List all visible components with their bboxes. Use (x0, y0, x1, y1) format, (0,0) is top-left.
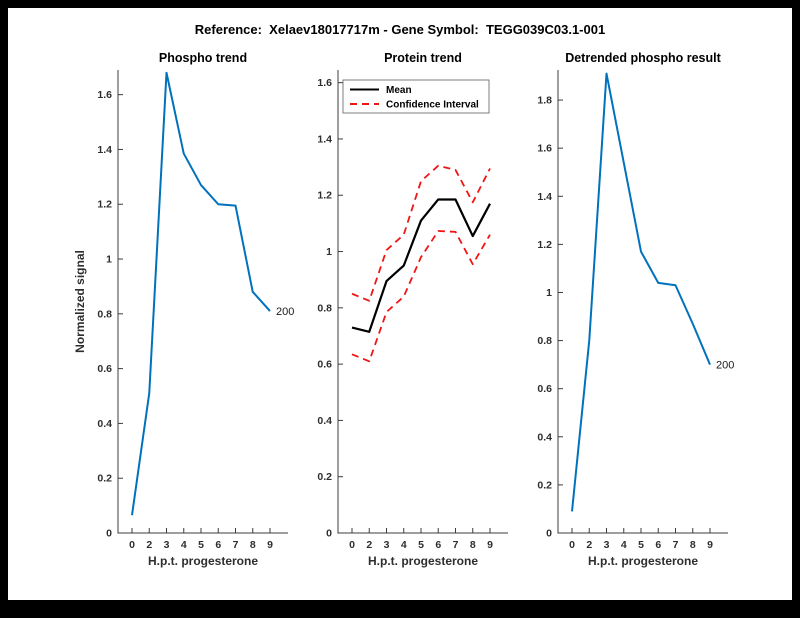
series-line-phospho-signal (131, 71, 271, 516)
y-tick-label: 1.6 (317, 77, 332, 89)
axes-frame (337, 70, 508, 534)
series-line-detrended-phospho-signal (571, 72, 711, 512)
subplot-detrended-phospho-result: 00.20.40.60.811.21.41.61.80 2 3 4 5 6 7 8 9200De… (537, 51, 734, 568)
y-tick-label: 1.2 (97, 199, 112, 211)
x-tick-label: 5 (198, 539, 204, 551)
subplot-protein-trend: 00.20.40.60.811.21.41.60 2 3 4 5 6 7 8 9Protein … (317, 51, 508, 568)
y-axis-title: Normalized signal (73, 250, 87, 353)
x-tick-label: 0 (569, 539, 575, 551)
y-tick-label: 0.4 (317, 415, 332, 427)
x-tick-label: 3 (384, 539, 390, 551)
y-tick-label: 0.2 (317, 471, 332, 483)
x-axis-title: H.p.t. progesterone (148, 554, 258, 568)
y-tick-label: 1 (106, 254, 112, 266)
x-tick-label: 7 (673, 539, 679, 551)
x-tick-label: 6 (435, 539, 441, 551)
end-label: 200 (716, 360, 734, 372)
y-tick-label: 0 (106, 528, 112, 540)
x-axis-title: H.p.t. progesterone (588, 554, 698, 568)
legend-box (342, 79, 490, 114)
subplot-title: Phospho trend (159, 51, 247, 65)
series-line-confidence-interval-upper (351, 164, 491, 302)
x-tick-label: 6 (655, 539, 661, 551)
y-tick-label: 0.6 (317, 359, 332, 371)
y-tick-label: 0.4 (97, 418, 112, 430)
series-line-mean (351, 198, 491, 333)
x-tick-label: 3 (604, 539, 610, 551)
legend-label-confidence-interval: Confidence Interval (386, 100, 479, 111)
x-tick-label: 4 (621, 539, 627, 551)
y-tick-label: 0.8 (537, 335, 552, 347)
x-tick-label: 2 (146, 539, 152, 551)
x-axis-title: H.p.t. progesterone (368, 554, 478, 568)
subplot-title: Detrended phospho result (565, 51, 721, 65)
x-tick-label: 0 (129, 539, 135, 551)
y-tick-label: 1.6 (537, 143, 552, 155)
x-tick-label: 0 (349, 539, 355, 551)
x-tick-label: 3 (164, 539, 170, 551)
y-tick-label: 0.8 (97, 308, 112, 320)
y-tick-label: 0 (326, 528, 332, 540)
x-tick-label: 4 (181, 539, 187, 551)
end-label: 200 (276, 306, 294, 318)
y-tick-label: 0 (546, 528, 552, 540)
y-tick-label: 0.2 (97, 473, 112, 485)
x-tick-label: 9 (267, 539, 273, 551)
y-tick-label: 1 (546, 287, 552, 299)
plots-svg: 00.20.40.60.811.21.41.60 2 3 4 5 6 7 8 9200Phosp… (73, 51, 734, 568)
legend-label-mean: Mean (386, 85, 412, 96)
y-tick-label: 1.6 (97, 89, 112, 101)
y-tick-label: 1.2 (537, 239, 552, 251)
x-tick-label: 4 (401, 539, 407, 551)
y-tick-label: 1.2 (317, 190, 332, 202)
y-tick-label: 0.2 (537, 479, 552, 491)
subplot-title: Protein trend (384, 51, 462, 65)
x-tick-label: 7 (233, 539, 239, 551)
subplot-phospho-trend: 00.20.40.60.811.21.41.60 2 3 4 5 6 7 8 9200Phosp… (73, 51, 294, 568)
x-tick-label: 5 (638, 539, 644, 551)
x-tick-label: 2 (366, 539, 372, 551)
y-tick-label: 0.6 (97, 363, 112, 375)
y-tick-label: 1.4 (97, 144, 112, 156)
y-tick-label: 0.8 (317, 302, 332, 314)
x-tick-label: 8 (470, 539, 476, 551)
y-tick-label: 0.6 (537, 383, 552, 395)
axes-frame (557, 70, 728, 534)
x-tick-label: 9 (707, 539, 713, 551)
y-tick-label: 0.4 (537, 431, 552, 443)
series-line-confidence-interval-lower (351, 230, 491, 363)
y-tick-label: 1.4 (537, 191, 552, 203)
y-tick-label: 1 (326, 246, 332, 258)
x-tick-label: 2 (586, 539, 592, 551)
matlab-figure: Reference: Xelaev18017717m - Gene Symbol… (8, 8, 792, 600)
x-tick-label: 8 (250, 539, 256, 551)
x-tick-label: 5 (418, 539, 424, 551)
x-tick-label: 7 (453, 539, 459, 551)
y-tick-label: 1.4 (317, 133, 332, 145)
x-tick-label: 8 (690, 539, 696, 551)
figure-title: Reference: Xelaev18017717m - Gene Symbol… (194, 22, 606, 37)
x-tick-label: 9 (487, 539, 493, 551)
x-tick-label: 6 (215, 539, 221, 551)
y-tick-label: 1.8 (537, 95, 552, 107)
